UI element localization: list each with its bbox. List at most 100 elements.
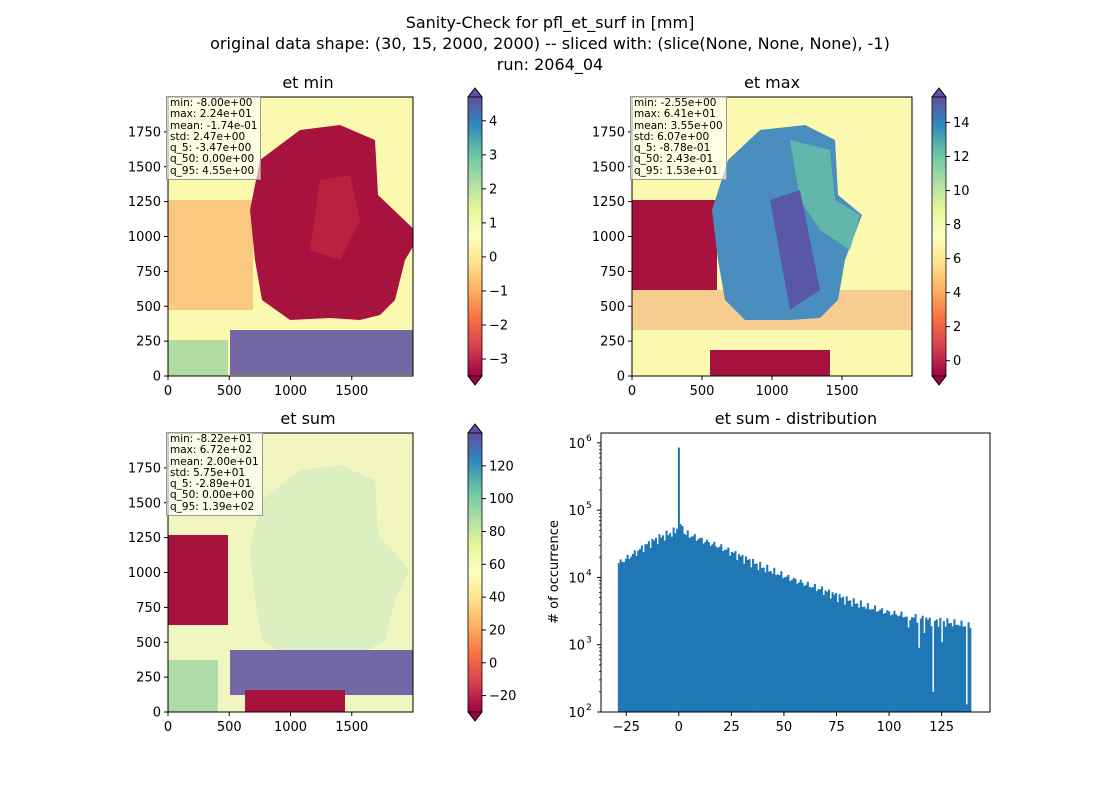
histogram-bar xyxy=(665,530,668,712)
histogram-bar xyxy=(969,627,972,712)
stat-line: q_95: 4.55e+00 xyxy=(170,164,255,177)
colorbar-tick-label: 8 xyxy=(953,218,961,233)
colorbar-tick-label: −2 xyxy=(489,318,508,333)
histogram-bar xyxy=(799,579,802,712)
histogram-bar xyxy=(782,578,785,712)
histogram-bar xyxy=(690,536,693,712)
histogram-bar xyxy=(824,590,827,712)
y-tick-label: 1250 xyxy=(128,195,161,210)
x-tick-label: 1500 xyxy=(335,384,368,399)
histogram-bar xyxy=(700,538,703,712)
y-tick-label: 1000 xyxy=(592,230,625,245)
histogram-bar xyxy=(783,577,786,712)
histogram-bar xyxy=(898,615,901,712)
histogram-bar xyxy=(932,691,935,712)
histogram-bar xyxy=(880,608,884,712)
histogram-bar xyxy=(868,609,871,712)
colorbar-extend-max xyxy=(467,87,483,98)
histogram-bar xyxy=(822,594,825,712)
colorbar-tick-label: 6 xyxy=(953,252,961,267)
y-tick-label: 500 xyxy=(136,300,161,315)
histogram-bar xyxy=(757,570,760,712)
histogram-bar xyxy=(845,596,848,712)
yticks-et-max: 0 250 500 750 1000 1250 1500 1750 xyxy=(592,125,632,385)
histogram-bar xyxy=(718,546,721,712)
histogram-bar xyxy=(679,524,682,712)
histogram-bar xyxy=(965,704,968,712)
colorbar-tick-label: 1 xyxy=(489,216,497,231)
stat-line: q_50: 2.43e-01 xyxy=(634,153,714,166)
histogram-bar xyxy=(856,603,859,712)
histogram-bar xyxy=(769,571,772,712)
stat-line: mean: 3.55e+00 xyxy=(634,119,723,132)
y-tick-label: 10 xyxy=(568,504,585,519)
x-tick-label: 1000 xyxy=(274,384,307,399)
histogram-bar xyxy=(702,543,705,712)
y-tick-exponent: 3 xyxy=(586,636,592,646)
x-tick-label: 1500 xyxy=(825,384,858,399)
histogram-bar xyxy=(670,536,673,712)
stat-line: min: -8.00e+00 xyxy=(170,97,253,109)
histogram-bar xyxy=(849,600,852,712)
stat-line: q_5: -2.89e+01 xyxy=(170,478,252,491)
histogram-bar xyxy=(739,556,742,712)
histogram-bar xyxy=(833,594,836,712)
histogram-bar xyxy=(730,551,733,712)
stat-line: min: -8.22e+01 xyxy=(170,433,253,445)
histogram-bar xyxy=(886,610,889,712)
histogram-bar xyxy=(755,563,758,712)
histogram-bar xyxy=(727,547,730,712)
histogram-bar xyxy=(842,596,845,712)
stat-line: mean: 2.00e+01 xyxy=(170,455,259,468)
histogram-bar xyxy=(948,623,951,712)
histogram-bar xyxy=(748,559,751,712)
histogram-bar xyxy=(760,568,763,712)
histogram-bar xyxy=(958,626,961,712)
histogram-bar xyxy=(847,600,850,712)
histogram-bar xyxy=(801,582,804,712)
y-tick-label: 0 xyxy=(153,370,161,385)
histogram-bar xyxy=(888,611,891,712)
histogram-bar xyxy=(676,528,679,712)
y-tick-label: 1500 xyxy=(128,496,161,511)
histogram-bar xyxy=(663,540,666,712)
histogram-bar xyxy=(692,536,695,712)
histogram-bar xyxy=(695,540,698,712)
y-tick-label: 10 xyxy=(568,437,585,452)
histogram-bar xyxy=(859,600,862,712)
y-tick-label: 1000 xyxy=(128,566,161,581)
stat-line: min: -2.55e+00 xyxy=(634,97,717,109)
colorbar-tick-label: 120 xyxy=(489,459,514,474)
histogram-bar xyxy=(815,591,818,712)
histogram-bar xyxy=(884,613,887,712)
histogram-bar xyxy=(873,605,876,712)
stat-line: q_95: 1.39e+02 xyxy=(170,500,255,513)
colorbar-tick-label: −3 xyxy=(489,352,508,367)
histogram-bar xyxy=(646,544,649,712)
histogram-bar xyxy=(912,617,915,712)
histogram-bar xyxy=(872,609,875,712)
histogram-bar xyxy=(905,616,908,712)
stats-box-et-max: min: -2.55e+00 max: 6.41e+01 mean: 3.55e… xyxy=(630,96,727,181)
histogram-bar xyxy=(946,618,949,712)
histogram-bar xyxy=(863,606,866,712)
x-tick-label: 0 xyxy=(628,384,636,399)
histogram-bar xyxy=(778,575,781,712)
y-tick-exponent: 6 xyxy=(586,434,592,444)
histogram-bar xyxy=(736,560,739,712)
histogram-bar xyxy=(962,626,965,712)
axes-frame-distribution xyxy=(600,432,991,713)
x-tick-label: 1500 xyxy=(335,720,368,735)
histogram-bar xyxy=(921,615,924,712)
histogram-bar xyxy=(792,577,795,712)
histogram-bar xyxy=(624,558,627,712)
histogram-bar xyxy=(743,563,746,712)
stat-line: std: 6.07e+00 xyxy=(634,130,710,143)
colorbar-gradient xyxy=(468,97,482,376)
histogram-bar xyxy=(653,540,656,712)
colorbar-tick-label: 4 xyxy=(489,114,497,129)
histogram-bar xyxy=(714,546,718,712)
histogram-bar xyxy=(785,576,788,712)
histogram-bar xyxy=(737,554,740,712)
